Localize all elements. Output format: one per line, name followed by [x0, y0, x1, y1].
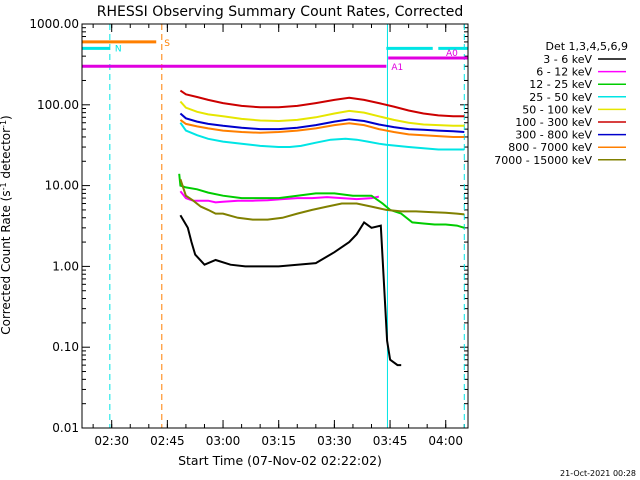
x-tick-label: 02:30: [94, 434, 129, 448]
flag-label: N: [115, 44, 122, 54]
legend-entry-label: 3 - 6 keV: [543, 53, 592, 66]
legend-entry-label: 800 - 7000 keV: [508, 141, 592, 154]
flag-label: A0: [446, 49, 458, 59]
series-line: [179, 89, 465, 118]
series-line: [179, 100, 465, 127]
legend-entry-label: 12 - 25 keV: [529, 78, 592, 91]
legend-entry-label: 7000 - 15000 keV: [494, 154, 592, 167]
y-tick-label: 10.00: [45, 179, 79, 193]
y-tick-label: 100.00: [37, 98, 79, 112]
x-tick-label: 03:45: [373, 434, 408, 448]
series-line: [179, 214, 402, 367]
x-tick-label: 03:15: [261, 434, 296, 448]
legend-entry-label: 300 - 800 keV: [515, 129, 592, 142]
series-line: [179, 122, 465, 151]
plot-frame: [81, 23, 469, 429]
y-axis-label: Corrected Count Rate (s-1 detector-1): [0, 115, 13, 334]
x-tick-label: 03:00: [206, 434, 241, 448]
flag-label: A1: [391, 63, 403, 73]
series-line: [179, 190, 380, 204]
flag-label: S: [164, 39, 170, 49]
series-line: [179, 119, 465, 138]
x-axis-label: Start Time (07-Nov-02 02:22:02): [178, 453, 382, 468]
legend-entry-label: 50 - 100 keV: [522, 103, 592, 116]
y-tick-label: 1.00: [52, 259, 79, 273]
legend-entry-label: 6 - 12 keV: [536, 66, 592, 79]
series-line: [179, 112, 465, 133]
footer-timestamp: 21-Oct-2021 00:28: [560, 469, 636, 478]
chart-title: RHESSI Observing Summary Count Rates, Co…: [97, 4, 463, 20]
x-tick-label: 03:30: [317, 434, 352, 448]
x-tick-label: 02:45: [150, 434, 185, 448]
series-line: [178, 173, 465, 229]
legend-title: Det 1,3,4,5,6,9: [545, 40, 628, 53]
plot-area: 1000.00 100.00 10.00 1.00 0.10 0.01 02:30 02:45…: [29, 17, 469, 448]
legend-entry-label: 25 - 50 keV: [529, 91, 592, 104]
y-tick-label: 0.01: [52, 421, 79, 435]
series-line: [179, 178, 465, 221]
x-tick-label: 04:00: [428, 434, 463, 448]
y-tick-label: 1000.00: [29, 17, 79, 31]
y-tick-label: 0.10: [52, 340, 79, 354]
legend-entry-label: 100 - 300 keV: [515, 116, 592, 129]
